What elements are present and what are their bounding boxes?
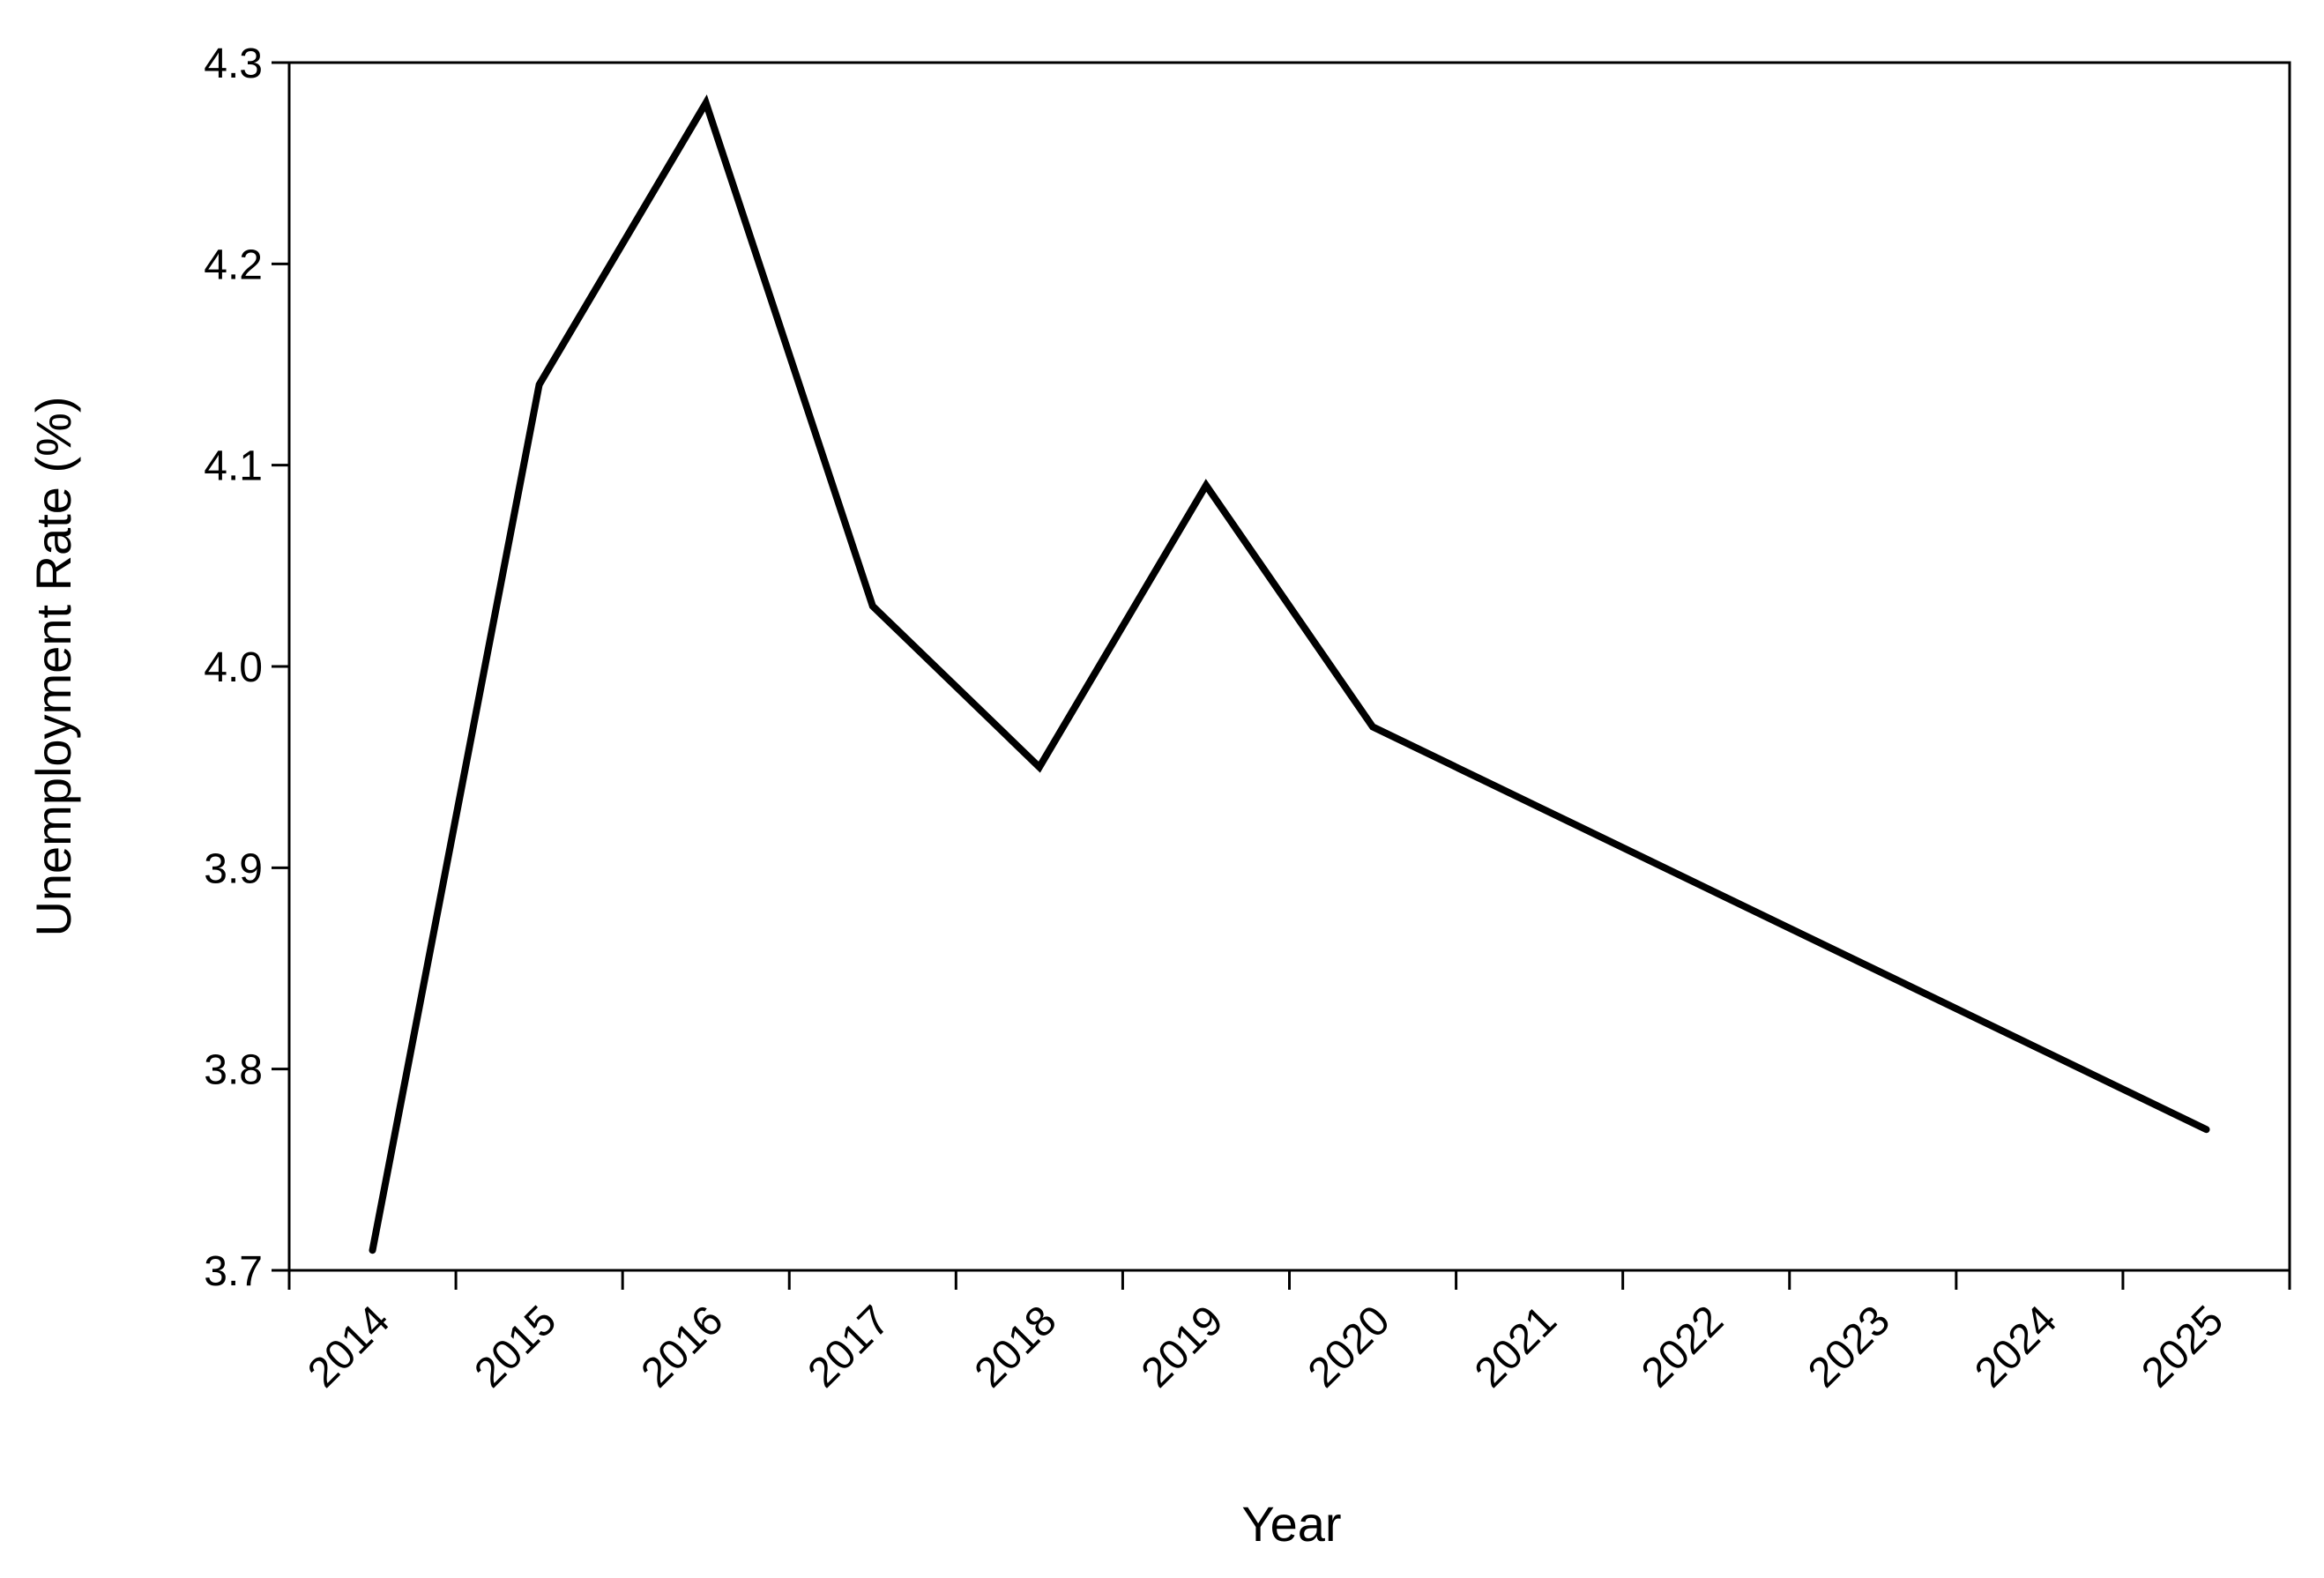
y-tick-label: 4.0 [204,644,263,691]
y-tick-label: 3.8 [204,1047,263,1094]
x-tick-label: 2020 [1300,1297,1399,1396]
x-tick-label: 2024 [1966,1297,2066,1396]
x-tick-label: 2023 [1799,1297,1899,1396]
y-tick-label: 3.7 [204,1248,263,1295]
x-tick-label: 2022 [1633,1297,1732,1396]
x-tick-label: 2015 [466,1297,565,1396]
x-tick-label: 2014 [299,1297,399,1396]
x-tick-label: 2017 [800,1297,899,1396]
x-axis-label: Year [1241,1496,1341,1552]
y-tick-label: 4.1 [204,443,263,490]
line-series [369,94,2210,1254]
x-tick-label: 2021 [1466,1297,1566,1396]
x-tick-label: 2016 [633,1297,733,1396]
x-tick-label: 2025 [2133,1297,2232,1396]
plot-frame [287,61,2291,1272]
y-tick-label: 4.3 [204,41,263,87]
x-tick-label: 2019 [1133,1297,1233,1396]
y-axis-label: Unemployment Rate (%) [26,396,81,936]
x-tick-label: 2018 [966,1297,1066,1396]
y-tick-label: 3.9 [204,845,263,892]
y-tick-label: 4.2 [204,242,263,288]
